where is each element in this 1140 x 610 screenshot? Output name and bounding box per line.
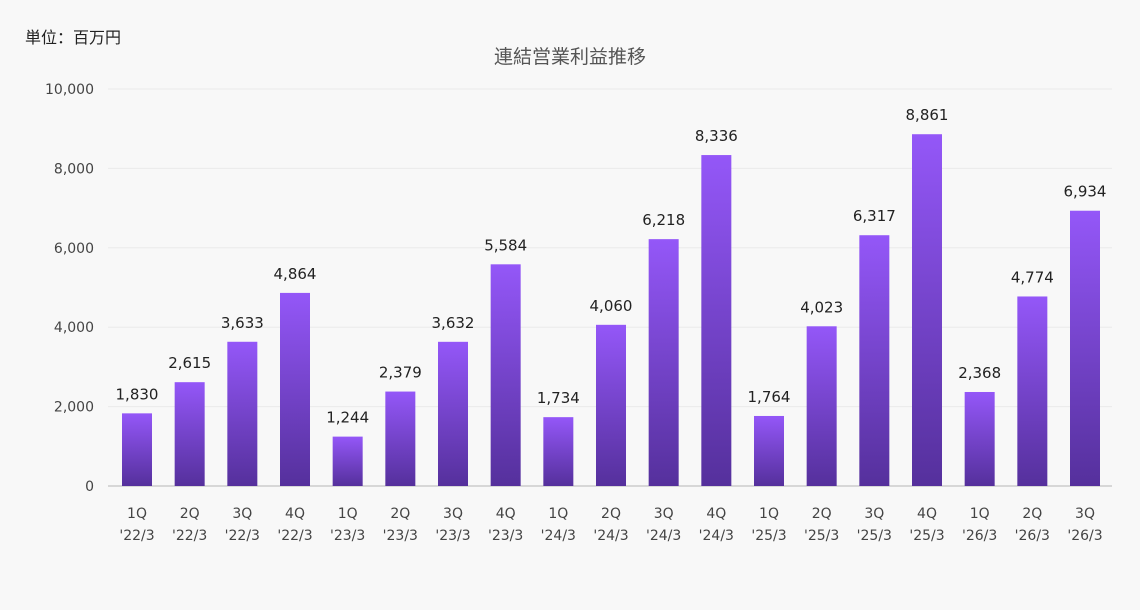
data-label: 6,218	[642, 211, 685, 229]
data-label: 8,861	[906, 106, 949, 124]
x-tick-label-quarter: 2Q	[812, 506, 832, 522]
x-tick-label-quarter: 1Q	[127, 506, 147, 522]
x-tick-label-year: '22/3	[119, 528, 154, 544]
x-tick-label-quarter: 3Q	[654, 506, 674, 522]
data-label: 2,615	[168, 354, 211, 372]
x-tick-label-quarter: 3Q	[232, 506, 252, 522]
bar	[280, 292, 310, 486]
x-tick-label-year: '26/3	[1067, 528, 1102, 544]
bar	[490, 264, 521, 486]
x-tick-label-year: '24/3	[646, 528, 681, 544]
bar	[174, 382, 205, 486]
data-label: 8,336	[695, 127, 738, 145]
y-tick-label: 10,000	[45, 82, 94, 98]
data-label: 5,584	[484, 236, 527, 254]
data-label: 4,060	[590, 297, 633, 315]
bar	[543, 417, 574, 486]
y-tick-label: 8,000	[54, 161, 94, 177]
x-tick-label-quarter: 4Q	[496, 506, 516, 522]
x-tick-label-year: '25/3	[751, 528, 786, 544]
x-tick-label-quarter: 1Q	[759, 506, 779, 522]
data-label: 6,317	[853, 207, 896, 225]
x-tick-label-quarter: 1Q	[338, 506, 358, 522]
x-tick-label-quarter: 4Q	[706, 506, 726, 522]
y-tick-label: 2,000	[54, 400, 94, 416]
x-tick-label-quarter: 2Q	[601, 506, 621, 522]
x-tick-label-year: '25/3	[857, 528, 892, 544]
x-tick-label-quarter: 1Q	[970, 506, 990, 522]
x-tick-label-quarter: 2Q	[390, 506, 410, 522]
x-tick-label-quarter: 3Q	[1075, 506, 1095, 522]
x-tick-label-year: '23/3	[383, 528, 418, 544]
x-tick-label-year: '24/3	[699, 528, 734, 544]
bar	[648, 239, 679, 486]
bar	[1070, 210, 1100, 486]
x-tick-label-year: '22/3	[225, 528, 260, 544]
x-tick-label-quarter: 2Q	[180, 506, 200, 522]
data-label: 1,830	[116, 385, 159, 403]
data-label: 4,023	[800, 298, 843, 316]
data-label: 1,244	[326, 409, 369, 427]
data-label: 2,368	[958, 364, 1001, 382]
x-tick-label-year: '26/3	[962, 528, 997, 544]
data-label: 1,764	[748, 388, 791, 406]
bar	[912, 134, 942, 486]
y-tick-label: 0	[85, 479, 94, 495]
bar	[596, 324, 626, 486]
x-tick-label-year: '26/3	[1015, 528, 1050, 544]
chart-title: 連結営業利益推移	[493, 46, 646, 68]
x-tick-label-year: '22/3	[172, 528, 207, 544]
bar	[859, 235, 890, 486]
data-label: 3,632	[432, 314, 475, 332]
x-tick-label-year: '24/3	[541, 528, 576, 544]
bar	[806, 326, 837, 486]
data-label: 3,633	[221, 314, 264, 332]
bar	[438, 341, 468, 486]
data-label: 4,774	[1011, 268, 1054, 286]
x-tick-label-year: '23/3	[488, 528, 523, 544]
y-tick-label: 4,000	[54, 320, 94, 336]
bar	[1017, 296, 1048, 486]
x-tick-label-year: '25/3	[909, 528, 944, 544]
data-label: 1,734	[537, 389, 580, 407]
data-label: 6,934	[1064, 183, 1107, 201]
bar	[122, 413, 152, 486]
y-tick-label: 6,000	[54, 241, 94, 257]
x-tick-label-quarter: 4Q	[917, 506, 937, 522]
bar	[701, 155, 732, 487]
x-tick-label-year: '22/3	[277, 528, 312, 544]
x-tick-label-quarter: 3Q	[443, 506, 463, 522]
bar	[227, 341, 258, 486]
x-tick-label-year: '23/3	[435, 528, 470, 544]
bar	[385, 391, 416, 486]
x-tick-label-year: '25/3	[804, 528, 839, 544]
bar	[754, 415, 784, 486]
data-label: 2,379	[379, 364, 422, 382]
x-tick-label-year: '23/3	[330, 528, 365, 544]
x-tick-label-year: '24/3	[593, 528, 628, 544]
bar	[964, 391, 995, 486]
x-tick-label-quarter: 4Q	[285, 506, 305, 522]
bar	[332, 436, 363, 486]
unit-label: 単位：百万円	[25, 28, 122, 47]
x-tick-label-quarter: 3Q	[864, 506, 884, 522]
data-label: 4,864	[274, 265, 317, 283]
x-tick-label-quarter: 2Q	[1022, 506, 1042, 522]
x-tick-label-quarter: 1Q	[548, 506, 568, 522]
